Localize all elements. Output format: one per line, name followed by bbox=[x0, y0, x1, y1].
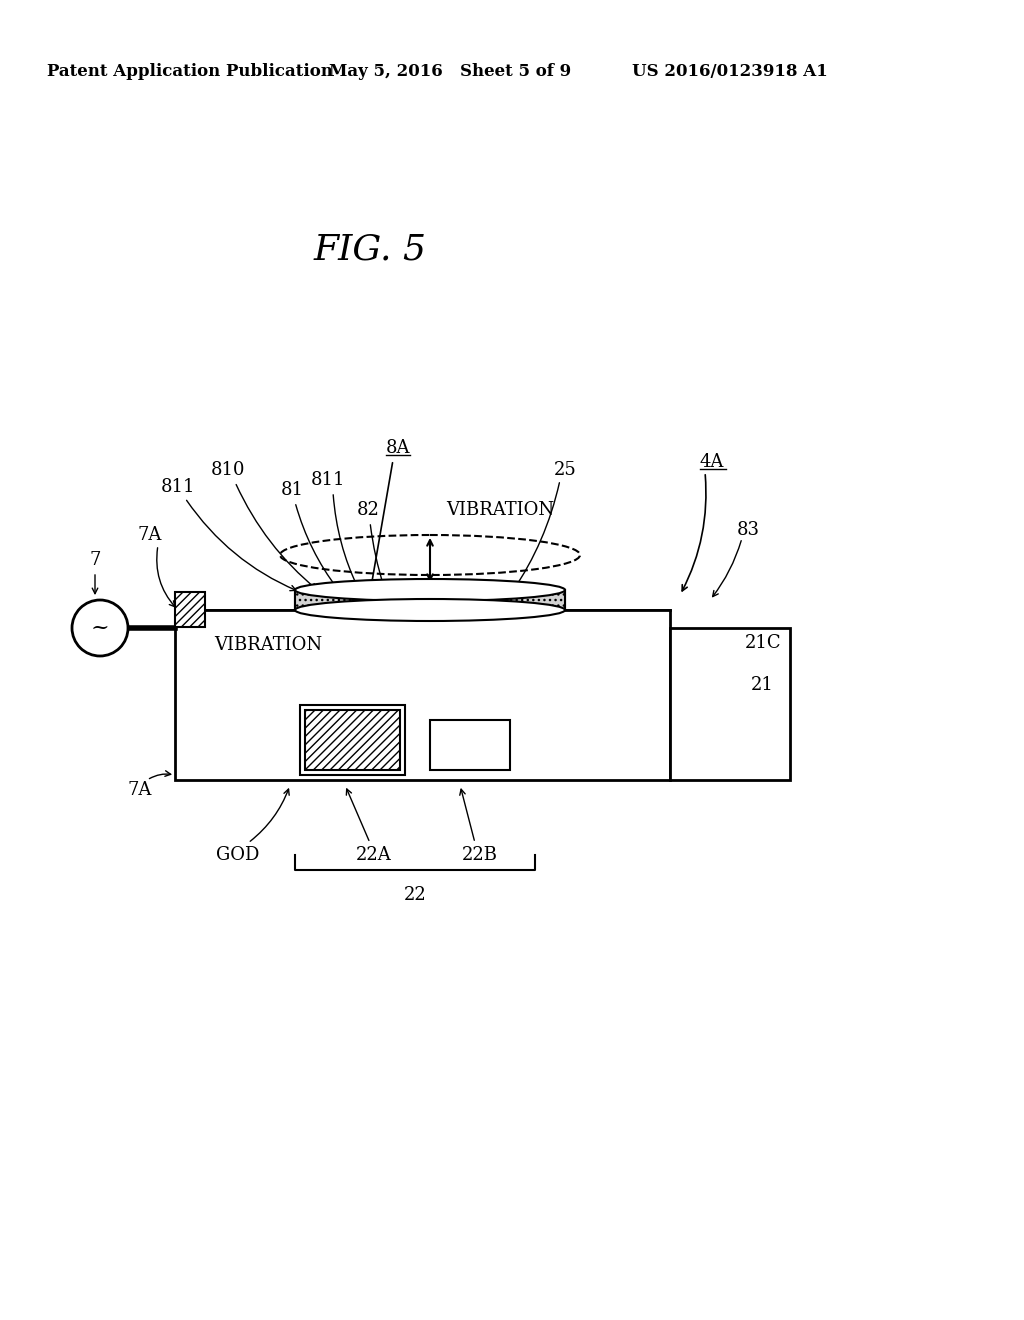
Text: ~: ~ bbox=[91, 616, 110, 639]
Text: VIBRATION: VIBRATION bbox=[214, 636, 323, 653]
Text: 811: 811 bbox=[310, 471, 345, 488]
Text: May 5, 2016   Sheet 5 of 9: May 5, 2016 Sheet 5 of 9 bbox=[329, 63, 571, 81]
Text: US 2016/0123918 A1: US 2016/0123918 A1 bbox=[632, 63, 827, 81]
Bar bbox=[175, 610, 670, 780]
Ellipse shape bbox=[295, 579, 565, 601]
Text: 4A: 4A bbox=[699, 453, 724, 471]
Text: 811: 811 bbox=[161, 478, 196, 496]
Text: VIBRATION: VIBRATION bbox=[445, 502, 554, 519]
Text: GOD: GOD bbox=[216, 846, 260, 865]
Bar bbox=[300, 705, 406, 775]
Text: 22A: 22A bbox=[356, 846, 392, 865]
Text: 82: 82 bbox=[356, 502, 380, 519]
Text: 810: 810 bbox=[211, 461, 246, 479]
Bar bbox=[430, 719, 510, 770]
Text: Patent Application Publication: Patent Application Publication bbox=[47, 63, 333, 81]
Text: 81: 81 bbox=[281, 480, 303, 499]
Text: 83: 83 bbox=[736, 521, 760, 539]
Text: 22: 22 bbox=[403, 886, 426, 904]
Text: 7: 7 bbox=[89, 550, 100, 569]
Text: 8A: 8A bbox=[386, 440, 411, 457]
Text: FIG. 5: FIG. 5 bbox=[313, 234, 427, 267]
Ellipse shape bbox=[295, 599, 565, 620]
Bar bbox=[175, 591, 205, 627]
Text: 22B: 22B bbox=[462, 846, 498, 865]
Text: 21: 21 bbox=[751, 676, 773, 694]
Bar bbox=[305, 710, 400, 770]
Bar bbox=[295, 590, 565, 610]
Text: 25: 25 bbox=[554, 461, 577, 479]
Text: 7A: 7A bbox=[128, 781, 153, 799]
Bar bbox=[670, 628, 790, 780]
Text: 7A: 7A bbox=[138, 525, 162, 544]
Text: 21C: 21C bbox=[744, 634, 781, 652]
Circle shape bbox=[72, 601, 128, 656]
